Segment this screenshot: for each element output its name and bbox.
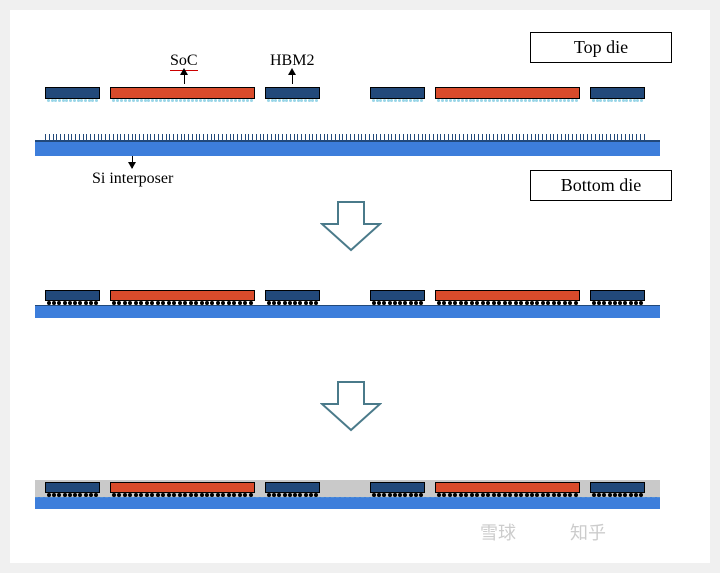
si-interposer (35, 497, 660, 509)
soc-die (435, 482, 580, 493)
si-interposer-label: Si interposer (92, 170, 173, 188)
bottom-die-label: Bottom die (561, 175, 642, 195)
microbumps (592, 493, 643, 497)
microbumps (112, 493, 253, 497)
hbm-die (265, 482, 320, 493)
hbm-die (45, 290, 100, 301)
microbumps (372, 493, 423, 497)
microbumps (267, 301, 318, 305)
microbumps (437, 99, 578, 102)
microbumps (437, 493, 578, 497)
microbumps (592, 301, 643, 305)
hbm-die (45, 87, 100, 99)
microbumps (267, 493, 318, 497)
microbumps (592, 99, 643, 102)
microbumps (372, 99, 423, 102)
hbm-die (370, 290, 425, 301)
hbm-die (370, 482, 425, 493)
soc-arrow-head (180, 68, 188, 75)
bottom-die-label-box: Bottom die (530, 170, 672, 201)
watermark-right: 知乎 (570, 519, 606, 545)
microbumps (267, 99, 318, 102)
si-arrow-head (128, 162, 136, 169)
soc-die (435, 87, 580, 99)
hbm-die (590, 290, 645, 301)
soc-die (110, 290, 255, 301)
process-arrow-1 (320, 200, 382, 252)
hbm-die (265, 290, 320, 301)
microbumps (112, 301, 253, 305)
top-die-label: Top die (574, 37, 628, 57)
hbm-die (590, 87, 645, 99)
si-interposer (35, 140, 660, 156)
top-die-label-box: Top die (530, 32, 672, 63)
microbumps (372, 301, 423, 305)
hbm-die (265, 87, 320, 99)
si-interposer (35, 305, 660, 318)
microbumps (112, 99, 253, 102)
process-arrow-2 (320, 380, 382, 432)
hbm-die (45, 482, 100, 493)
soc-die (110, 482, 255, 493)
soc-die (435, 290, 580, 301)
microbumps (47, 301, 98, 305)
hbm-die (590, 482, 645, 493)
microbumps (437, 301, 578, 305)
microbumps (47, 493, 98, 497)
watermark-left: 雪球 (480, 519, 516, 545)
soc-die (110, 87, 255, 99)
diagram-canvas: Top die Bottom die SoC HBM2 Si interpose… (10, 10, 710, 563)
hbm-die (370, 87, 425, 99)
hbm2-arrow-head (288, 68, 296, 75)
microbumps (47, 99, 98, 102)
